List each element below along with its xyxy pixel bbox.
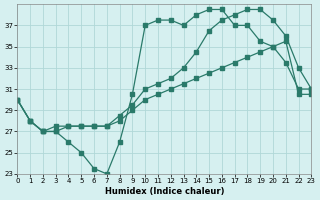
X-axis label: Humidex (Indice chaleur): Humidex (Indice chaleur) xyxy=(105,187,224,196)
